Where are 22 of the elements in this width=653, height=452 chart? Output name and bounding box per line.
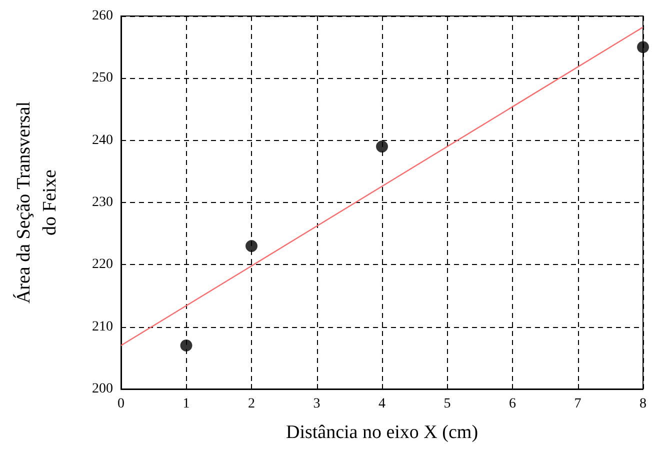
point [180, 339, 192, 352]
x-tick-label: 2 [248, 396, 255, 412]
y-tick-label: 210 [92, 319, 113, 334]
x-tick-label: 0 [118, 396, 124, 412]
x-tick-label: 5 [444, 396, 451, 412]
y-tick-label: 230 [92, 195, 113, 210]
point [637, 41, 649, 54]
x-tick-label: 7 [574, 396, 582, 412]
y-tick-label: 260 [92, 8, 113, 24]
x-axis-title: Distância no eixo X (cm) [286, 422, 478, 443]
x-tick-label: 6 [509, 396, 516, 412]
point [376, 140, 388, 153]
y-axis-title: Área da Seção Transversal do Feixe [12, 101, 60, 304]
y-tick-label: 220 [92, 257, 113, 272]
x-tick-label: 8 [640, 396, 646, 412]
x-tick-label: 4 [378, 396, 386, 412]
point [246, 240, 258, 252]
x-tick-label: 3 [313, 396, 320, 412]
x-tick-label: 1 [182, 396, 190, 412]
y-tick-label: 240 [92, 132, 113, 148]
y-tick-label: 250 [92, 70, 113, 86]
y-tick-label: 200 [92, 382, 113, 396]
